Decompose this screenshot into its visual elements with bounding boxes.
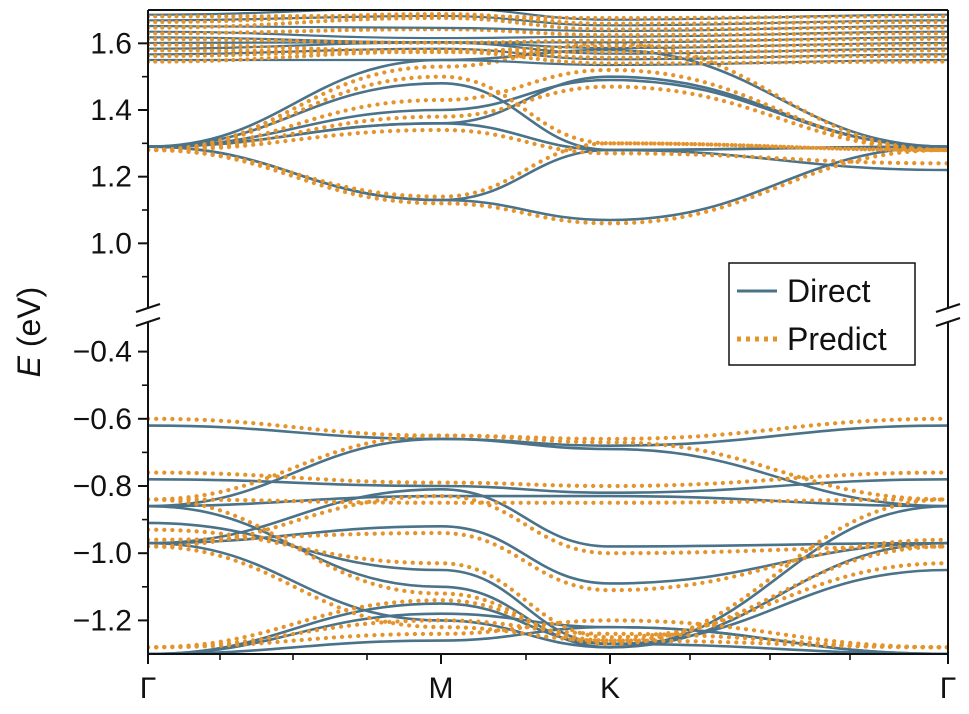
axis-ticks: 1.0 1.2 1.4 1.6 −0.4 −0.6 −0.8 −1.0 −1.2 Γ M K Γ <box>73 27 957 705</box>
direct-band-vb1 <box>148 424 948 447</box>
y-tick-label: −1.2 <box>73 604 132 637</box>
predict-band-vb9 <box>148 598 948 650</box>
predict-band-cb4 <box>148 67 948 153</box>
y-tick-label: −1.0 <box>73 537 132 570</box>
predict-band-high-8 <box>148 13 948 21</box>
predict-band-vb12 <box>148 527 948 640</box>
predict-band-high-0 <box>148 49 948 66</box>
y-tick-label: −0.8 <box>73 470 132 503</box>
predict-band-cb3 <box>148 127 948 166</box>
legend-box <box>728 262 916 366</box>
valence-bands <box>148 416 948 654</box>
direct-band-vb9 <box>148 602 948 654</box>
legend: Direct Predict <box>728 262 916 366</box>
x-tick-label: K <box>600 672 620 705</box>
axis-break-right <box>935 302 961 328</box>
y-axis-title: E (eV) <box>11 287 47 378</box>
y-tick-label: −0.4 <box>73 336 132 369</box>
predict-band-high-7 <box>148 12 948 26</box>
predict-band-vb11 <box>148 618 948 650</box>
x-tick-label: Γ <box>140 672 157 705</box>
axis-break-left <box>135 302 161 328</box>
predict-band-high-2 <box>148 48 948 55</box>
y-axis-symbol: E <box>11 355 47 377</box>
direct-band-cb4 <box>148 78 948 148</box>
predict-band-cb1 <box>148 147 948 226</box>
predict-band-vb10 <box>148 618 948 650</box>
predict-band-high-4 <box>148 37 948 45</box>
direct-band-vb2 <box>148 477 948 495</box>
predict-band-vb2 <box>148 470 948 489</box>
y-tick-label: 1.2 <box>90 161 132 194</box>
y-axis-unit: (eV) <box>11 287 47 356</box>
x-tick-label: Γ <box>940 672 957 705</box>
predict-band-cb2 <box>148 141 948 199</box>
predict-band-vb1 <box>148 416 948 442</box>
direct-band-vb6 <box>148 488 948 548</box>
y-tick-label: 1.0 <box>90 227 132 260</box>
predict-band-high-6 <box>148 15 948 32</box>
y-tick-label: 1.4 <box>90 94 132 127</box>
predict-band-cb5 <box>148 74 948 153</box>
y-tick-label: −0.6 <box>73 403 132 436</box>
predict-band-high-5 <box>148 27 948 38</box>
legend-predict-label: Predict <box>787 321 887 357</box>
predict-band-cb7 <box>148 41 948 153</box>
predict-band-vb6 <box>148 493 948 556</box>
predict-band-vb4 <box>148 497 948 505</box>
conduction-bands <box>148 10 948 226</box>
legend-direct-label: Direct <box>787 273 871 309</box>
predict-band-high-1 <box>148 47 948 60</box>
predict-band-high-3 <box>148 42 948 54</box>
plot-frame <box>147 9 949 655</box>
direct-band-vb8 <box>148 541 948 649</box>
x-tick-label: M <box>429 672 454 705</box>
predict-band-vb8 <box>148 544 948 643</box>
y-tick-label: 1.6 <box>90 27 132 60</box>
